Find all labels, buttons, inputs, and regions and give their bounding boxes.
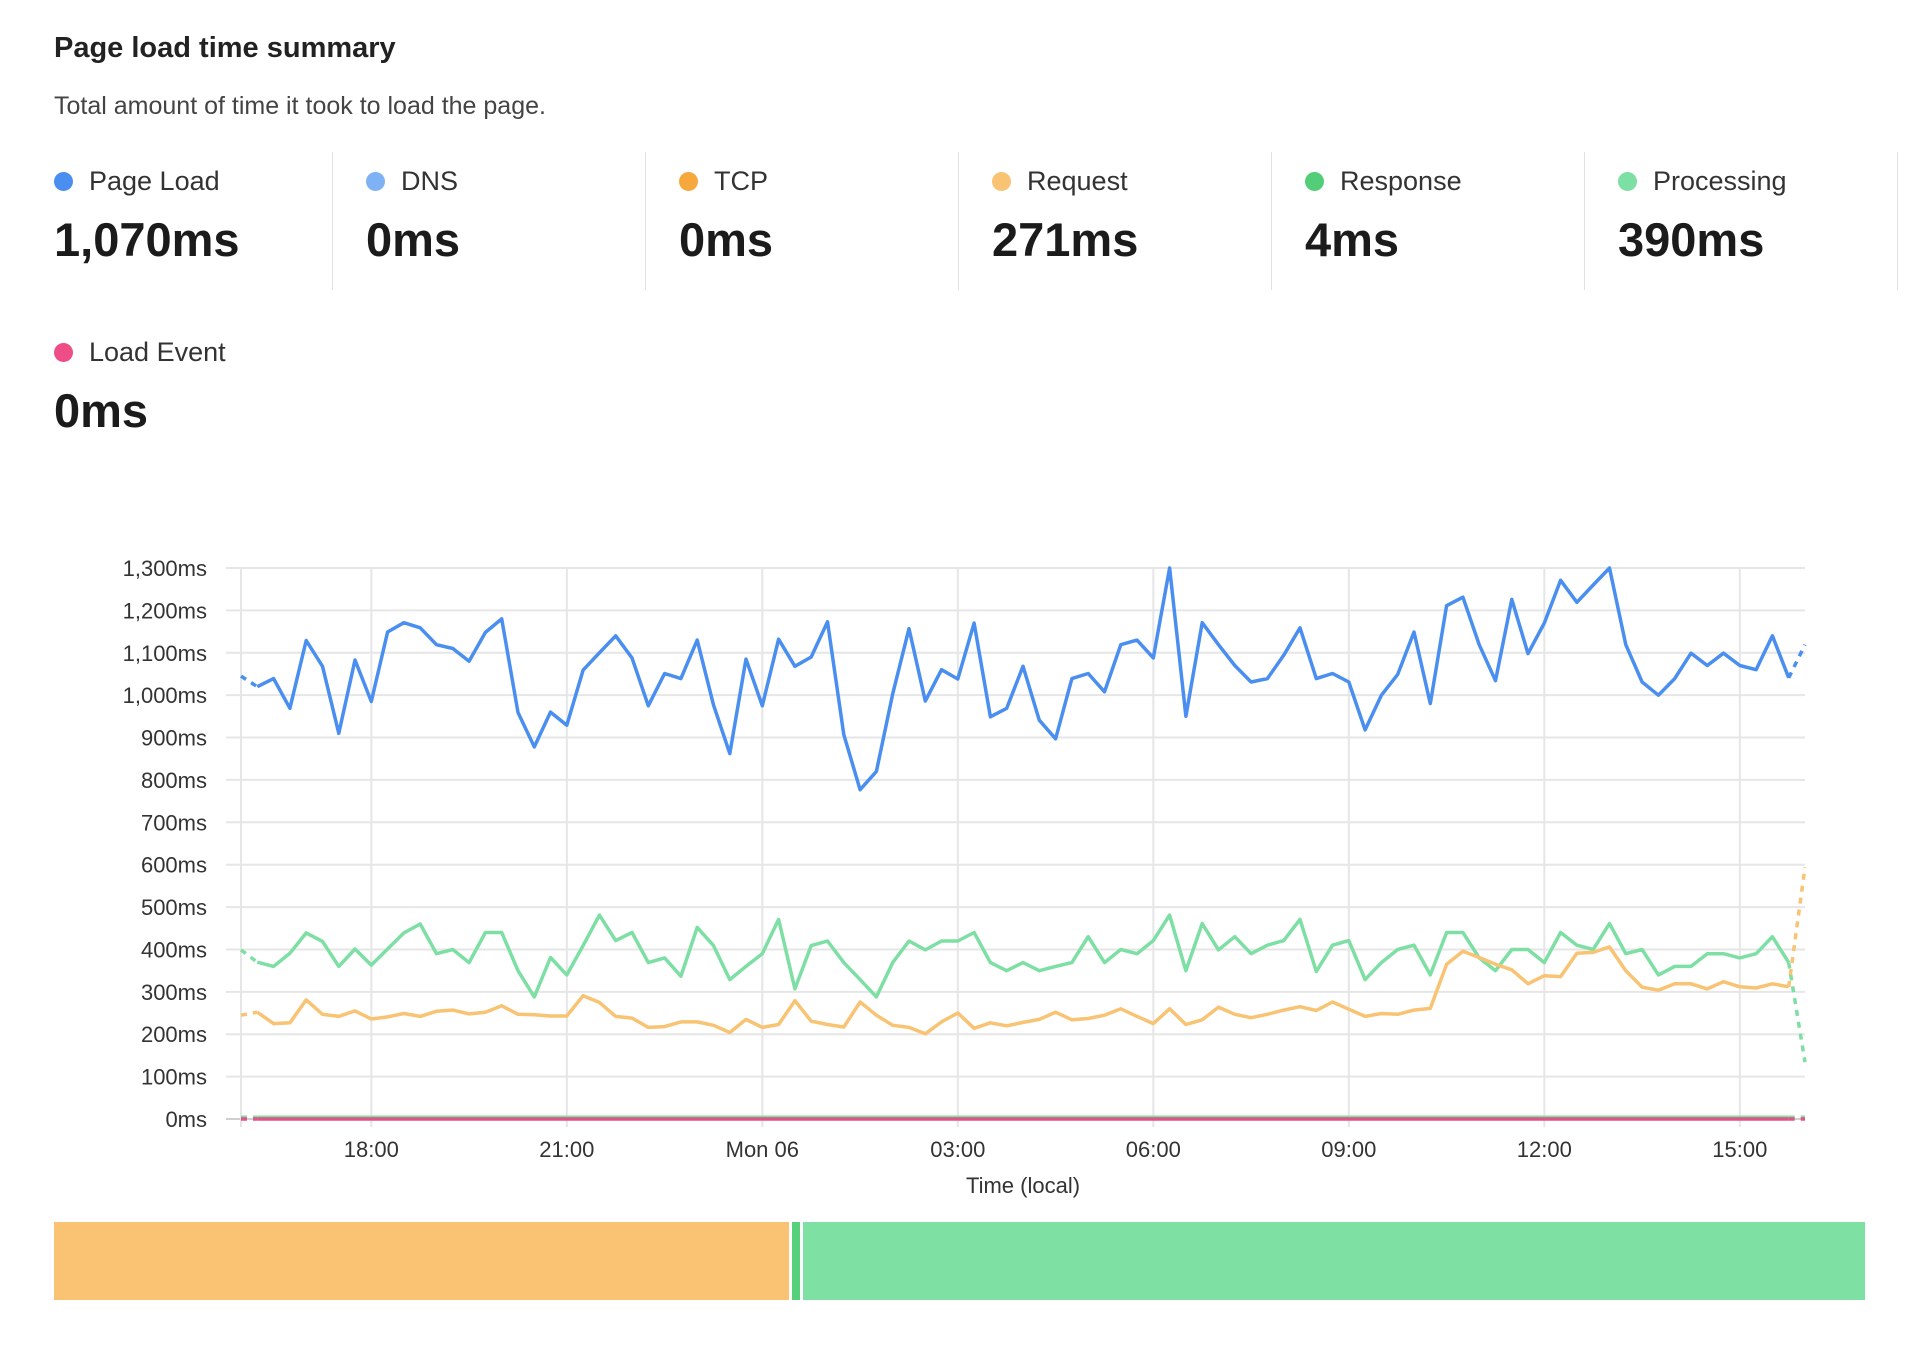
y-tick-label: 1,100ms (123, 641, 207, 666)
series-page-load-partial-start (240, 674, 259, 689)
x-axis-label: Time (local) (966, 1173, 1080, 1198)
metric-value: 0ms (54, 384, 149, 437)
metric-value: 4ms (1305, 213, 1400, 266)
metrics-row: Page Load 1,070ms DNS 0ms TCP 0ms Reques… (54, 152, 1898, 290)
chart-series (239, 566, 1807, 1121)
processing-dot-icon (1618, 171, 1637, 191)
x-tick-label: 06:00 (1126, 1137, 1181, 1162)
y-tick-label: 100ms (141, 1065, 207, 1090)
page-load-dot-icon (54, 171, 73, 191)
breakdown-segment-processing[interactable] (802, 1222, 1865, 1300)
metric-label: Request (1027, 165, 1128, 196)
metric-value: 0ms (679, 213, 774, 266)
metric-label: TCP (714, 165, 768, 196)
y-tick-label: 500ms (141, 895, 207, 920)
x-tick-label: Mon 06 (726, 1137, 799, 1162)
tcp-dot-icon (679, 171, 698, 191)
y-tick-label: 800ms (141, 768, 207, 793)
breakdown-segment-response[interactable] (792, 1222, 803, 1300)
series-processing (239, 913, 1807, 1063)
x-tick-label: 18:00 (344, 1137, 399, 1162)
response-dot-icon (1305, 171, 1324, 191)
page-title: Page load time summary (54, 32, 396, 64)
metric-label: Page Load (89, 165, 220, 196)
series-request-line (256, 945, 1790, 1036)
series-processing-partial-end (1786, 962, 1807, 1063)
series-processing-partial-start (239, 948, 259, 964)
metric-value: 271ms (992, 213, 1139, 266)
series-processing-line (256, 913, 1791, 999)
y-axis: 0ms 100ms 200ms 300ms 400ms 500ms 600ms 700ms 80… (123, 556, 207, 1132)
series-request (240, 866, 1807, 1036)
metric-value: 1,070ms (54, 213, 240, 266)
series-page-load-line (256, 566, 1791, 792)
metric-value: 390ms (1618, 213, 1765, 266)
breakdown-bar (54, 1222, 1865, 1300)
y-tick-label: 600ms (141, 853, 207, 878)
y-tick-label: 900ms (141, 726, 207, 751)
x-tick-label: 15:00 (1712, 1137, 1767, 1162)
metric-load-event: Load Event 0ms (54, 323, 226, 438)
metric-label: DNS (401, 165, 459, 196)
x-tick-label: 09:00 (1321, 1137, 1376, 1162)
y-tick-label: 200ms (141, 1022, 207, 1047)
y-tick-label: 1,200ms (123, 598, 207, 623)
metric-tcp: TCP 0ms (646, 152, 959, 290)
metric-dns: DNS 0ms (333, 152, 646, 290)
page-subtitle: Total amount of time it took to load the… (54, 92, 546, 120)
series-page-load (240, 566, 1807, 792)
metric-label: Processing (1653, 165, 1787, 196)
metric-label: Response (1340, 165, 1462, 196)
series-request-partial-start (240, 1010, 258, 1017)
series-page-load-partial-end (1787, 643, 1807, 679)
x-tick-label: 21:00 (539, 1137, 594, 1162)
chart-grid (226, 567, 1805, 1127)
breakdown-segment-request[interactable] (54, 1222, 793, 1300)
y-tick-label: 1,300ms (123, 556, 207, 581)
load-event-dot-icon (54, 342, 73, 362)
x-tick-label: 03:00 (930, 1137, 985, 1162)
metric-processing: Processing 390ms (1585, 152, 1898, 290)
y-tick-label: 700ms (141, 810, 207, 835)
y-tick-label: 300ms (141, 980, 207, 1005)
y-tick-label: 400ms (141, 937, 207, 962)
series-request-partial-end (1786, 866, 1807, 988)
page-load-time-chart: 0ms 100ms 200ms 300ms 400ms 500ms 600ms 700ms 80… (123, 556, 1807, 1198)
y-tick-label: 0ms (165, 1107, 207, 1132)
x-axis: 18:00 21:00 Mon 06 03:00 06:00 09:00 12:00 15:0… (344, 1137, 1768, 1162)
metric-label: Load Event (89, 336, 226, 367)
x-tick-label: 12:00 (1517, 1137, 1572, 1162)
metric-response: Response 4ms (1272, 152, 1585, 290)
metric-value: 0ms (366, 213, 461, 266)
request-dot-icon (992, 171, 1011, 191)
y-tick-label: 1,000ms (123, 683, 207, 708)
dns-dot-icon (366, 171, 385, 191)
metric-page-load: Page Load 1,070ms (54, 152, 333, 290)
metric-request: Request 271ms (959, 152, 1272, 290)
